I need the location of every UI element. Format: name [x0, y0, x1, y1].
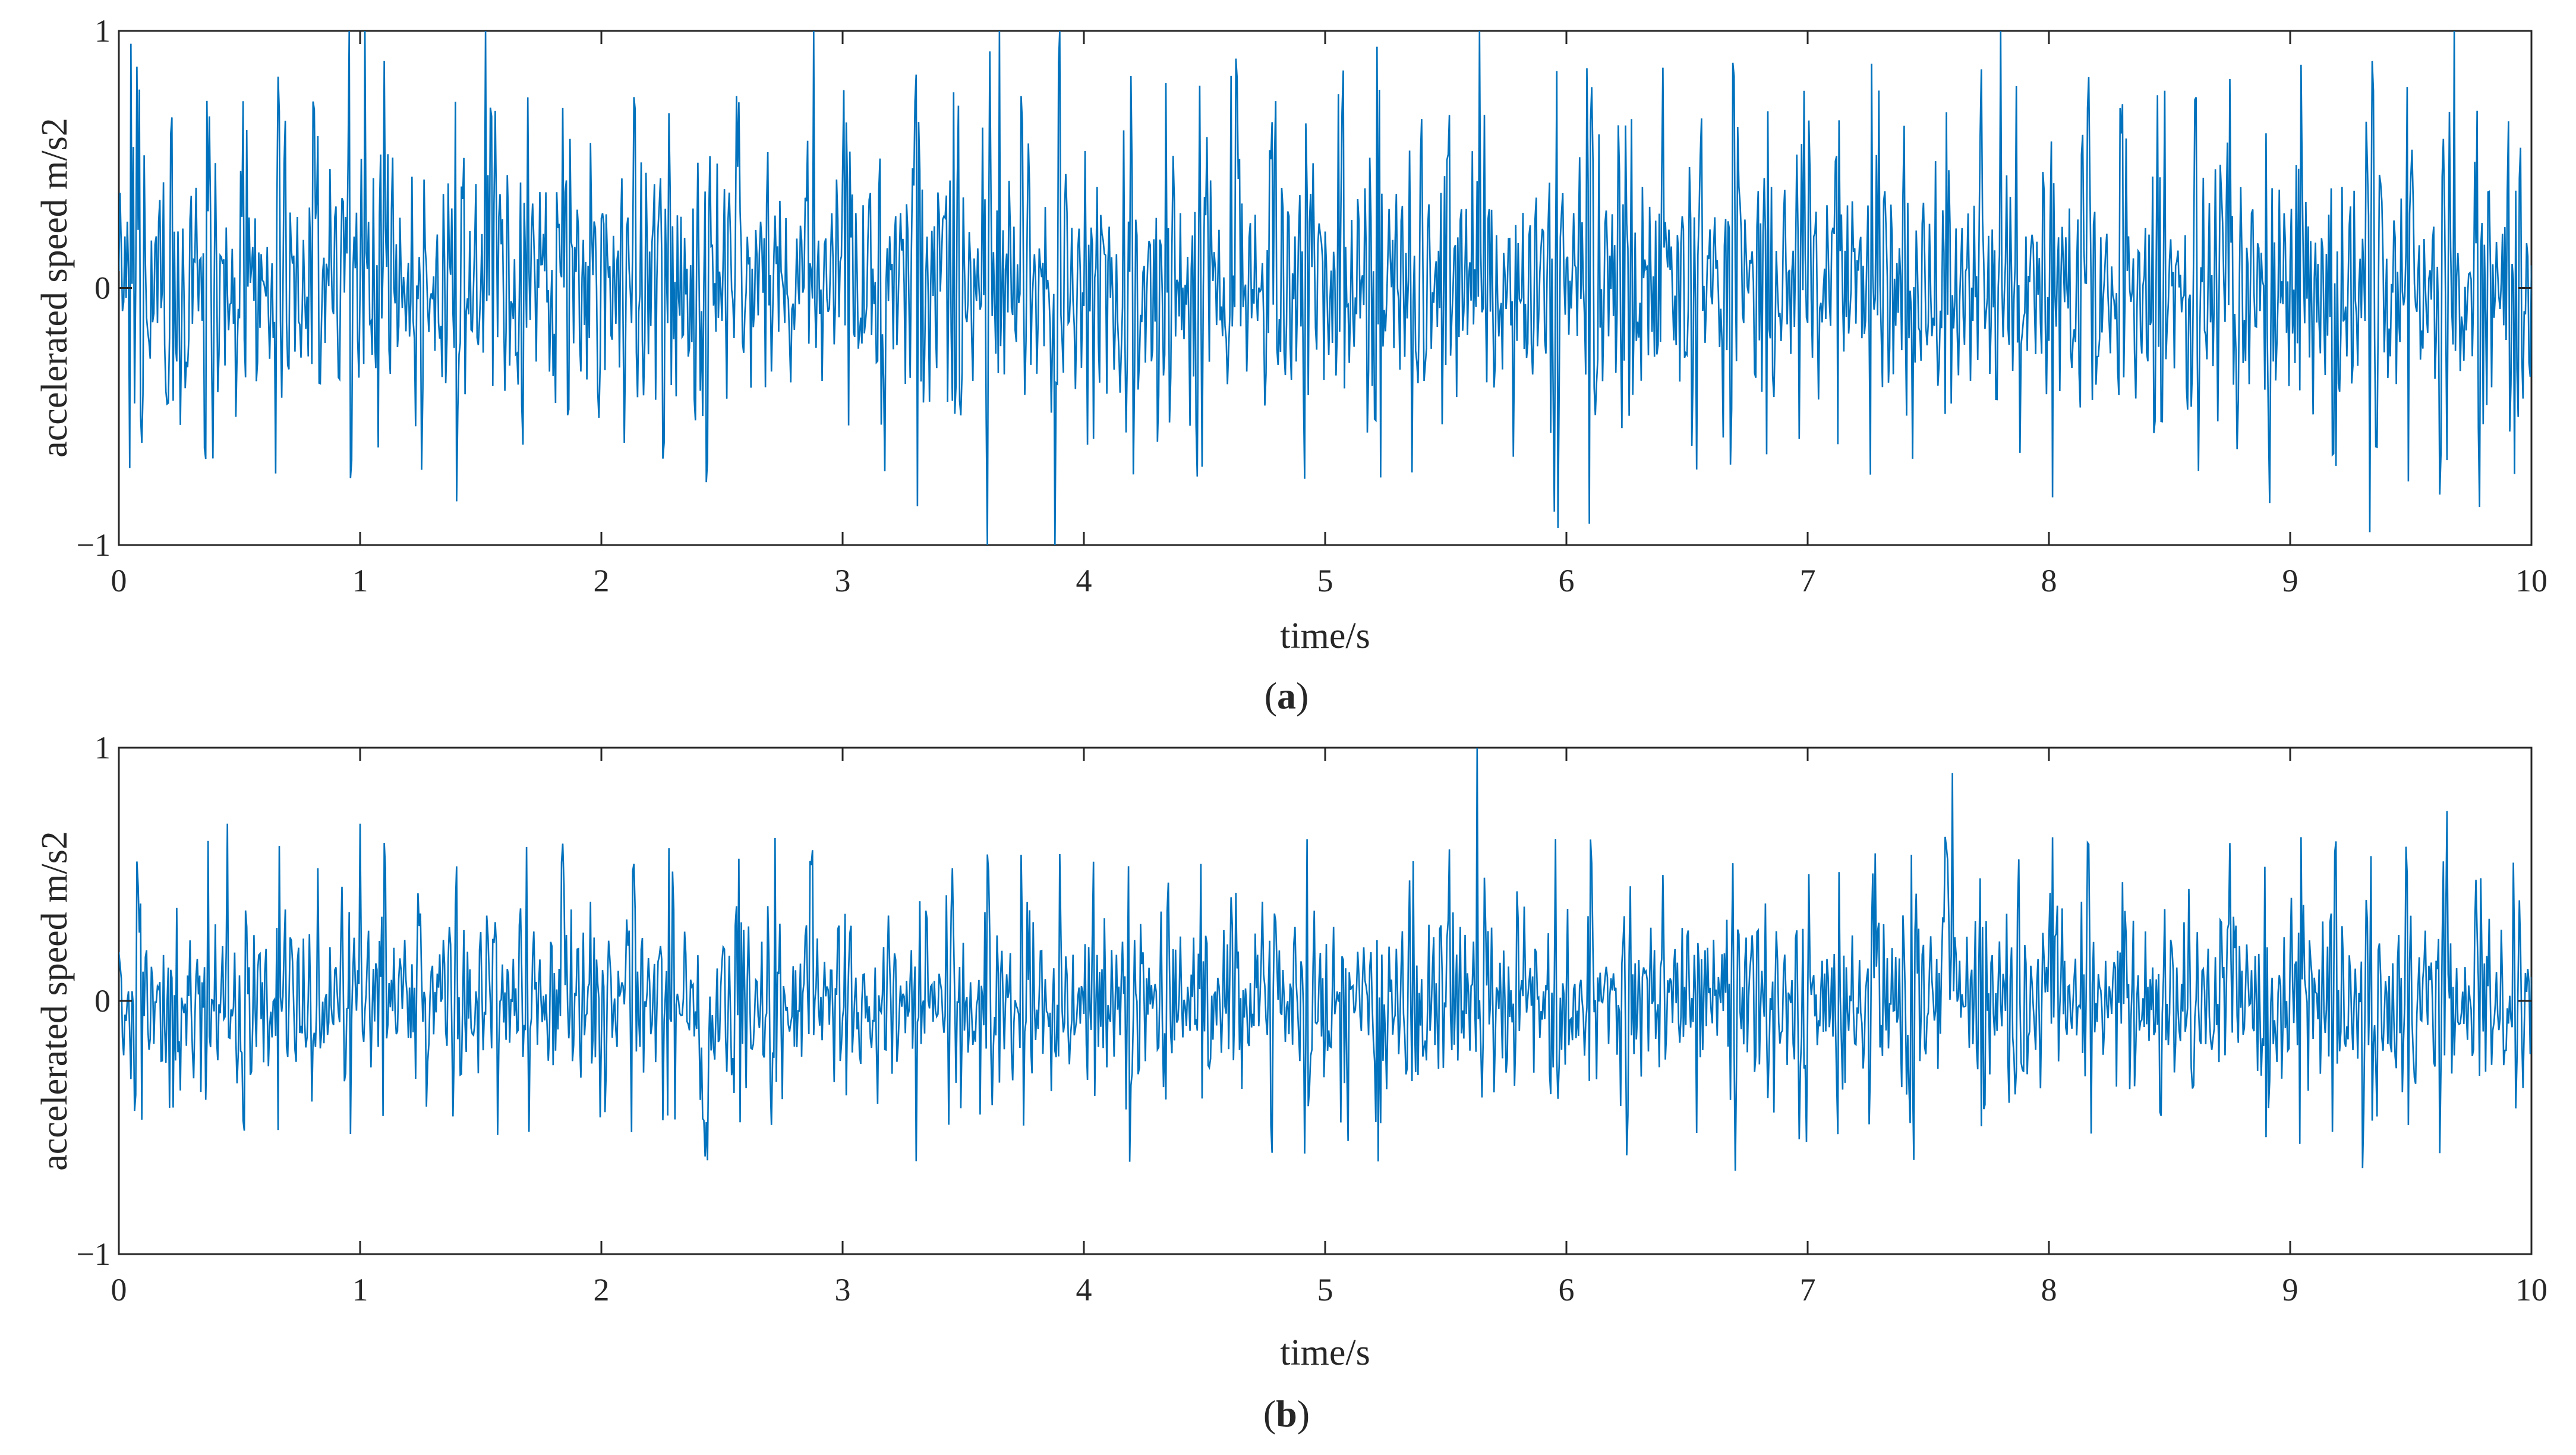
x-tick-label-b-2: 2 — [594, 1272, 610, 1308]
x-tick-label-a-4: 4 — [1076, 563, 1092, 599]
x-tick-label-a-9: 9 — [2282, 563, 2298, 599]
x-tick-label-b-4: 4 — [1076, 1272, 1092, 1308]
x-tick-label-b-6: 6 — [1559, 1272, 1575, 1308]
x-tick-label-b-8: 8 — [2041, 1272, 2057, 1308]
x-tick-label-a-7: 7 — [1800, 563, 1816, 599]
x-tick-label-a-6: 6 — [1559, 563, 1575, 599]
x-tick-label-a-0: 0 — [111, 563, 127, 599]
x-tick-label-b-7: 7 — [1800, 1272, 1816, 1308]
x-tick-label-b-10: 10 — [2515, 1272, 2547, 1308]
y-axis-label-a: accelerated speed m/s2 — [34, 118, 75, 457]
y-tick-label-b-2: 1 — [94, 730, 111, 766]
y-tick-label-a-1: 0 — [94, 270, 111, 306]
panel-a: 0 1 2 3 4 5 6 7 8 9 10 −101 time/s accelerated spe… — [34, 13, 2547, 717]
x-tick-label-a-10: 10 — [2515, 563, 2547, 599]
x-tick-label-a-8: 8 — [2041, 563, 2057, 599]
x-tick-label-a-5: 5 — [1317, 563, 1333, 599]
x-tick-label-b-0: 0 — [111, 1272, 127, 1308]
y-axis-a: −1 0 1 — [77, 13, 2531, 563]
x-tick-label-a-2: 2 — [594, 563, 610, 599]
x-tick-label-b-5: 5 — [1317, 1272, 1333, 1308]
signal-trace-b — [119, 748, 2531, 1171]
x-tick-label-a-3: 3 — [835, 563, 851, 599]
y-axis-label-b: accelerated speed m/s2 — [34, 831, 75, 1170]
panel-b: 0 1 2 3 4 5 6 7 8 9 10 −101 time/s accelerated spe… — [34, 730, 2547, 1435]
y-tick-label-b-1: 0 — [94, 983, 111, 1019]
signal-line-a — [119, 31, 2531, 545]
x-axis-label-a: time/s — [1280, 616, 1370, 656]
y-tick-label-b-0: −1 — [77, 1236, 111, 1272]
x-axis-label-b: time/s — [1280, 1333, 1370, 1373]
x-tick-label-b-3: 3 — [835, 1272, 851, 1308]
y-tick-label-a-2: 1 — [94, 13, 111, 49]
x-tick-label-b-9: 9 — [2282, 1272, 2298, 1308]
panel-caption-b: (b) — [1263, 1393, 1310, 1435]
x-tick-label-a-1: 1 — [352, 563, 368, 599]
x-tick-label-b-1: 1 — [352, 1272, 368, 1308]
x-axis-b: 0 1 2 3 4 5 6 7 8 9 10 — [111, 748, 2547, 1308]
signal-trace-a — [119, 31, 2531, 545]
x-axis-a: 0 1 2 3 4 5 6 7 8 9 10 — [111, 31, 2547, 599]
panel-caption-a: (a) — [1265, 675, 1309, 717]
y-axis-b: −1 0 1 — [77, 730, 2531, 1272]
signal-line-b — [119, 748, 2531, 1171]
y-tick-label-a-0: −1 — [77, 527, 111, 563]
